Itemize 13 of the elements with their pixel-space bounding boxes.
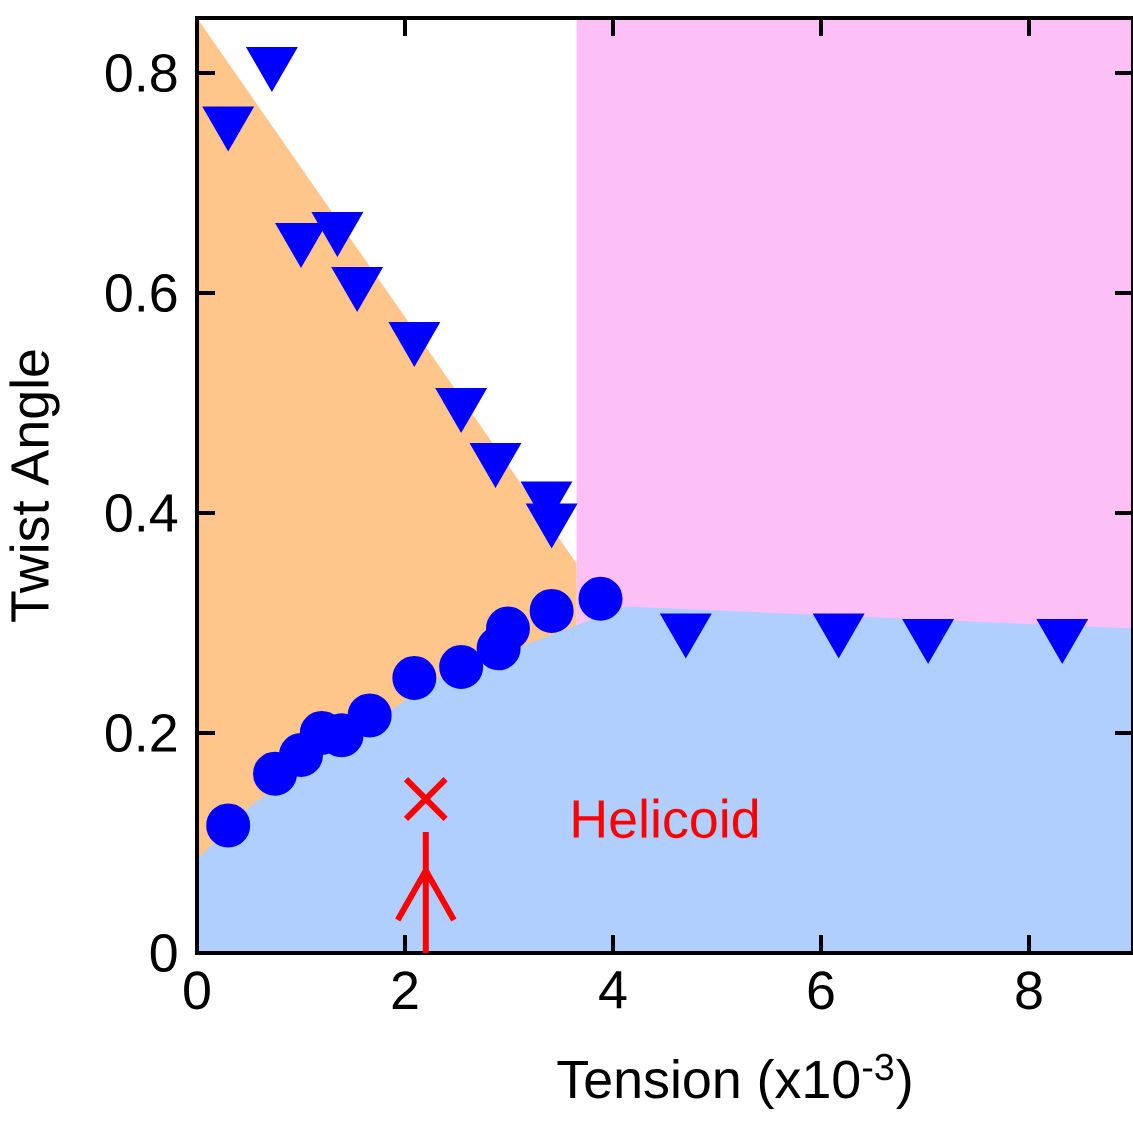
y-tick-label: 0 [150, 933, 177, 973]
y-tick-label: 0.2 [105, 713, 176, 753]
x-tick-label: 4 [599, 971, 627, 1009]
x-axis-title: Tension (x10$^{-3}$) [557, 1053, 911, 1110]
x-tick-label: 2 [392, 971, 418, 1009]
x-tick-label: 0 [184, 971, 210, 1010]
x-tick-label: 8 [1016, 971, 1042, 1010]
y-tick-label: 0.4 [105, 493, 178, 533]
x-tick-label: 6 [808, 971, 834, 1010]
y-tick-label: 0.8 [105, 53, 177, 93]
y-tick-label: 0.6 [105, 273, 177, 313]
annotation: Helicoid [573, 798, 758, 839]
y-axis-title: Twist Angle [9, 350, 60, 622]
